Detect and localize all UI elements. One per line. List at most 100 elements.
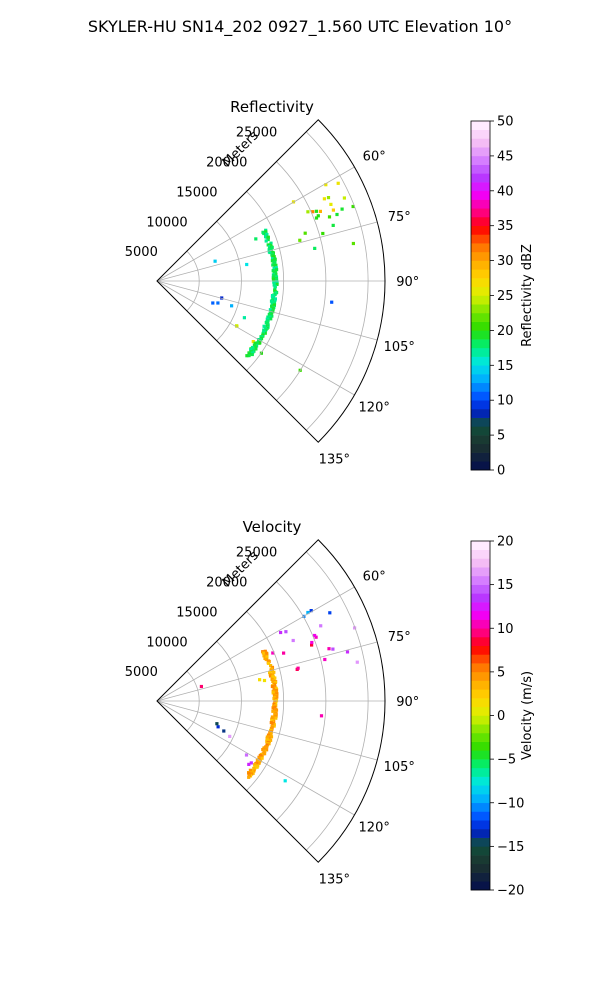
echo-gate [228,734,232,738]
echo-gate [271,709,275,713]
colorbar-tick-label: −20 [497,884,524,899]
colorbar-band [471,269,490,279]
colorbar-band [471,706,490,716]
azimuth-tick-label: 120° [359,820,390,835]
colorbar-band [471,628,490,638]
colorbar-tick-label: −5 [497,753,516,768]
colorbar: 0 5 10 15 20 25 30 35 40 45 50 Reflectivity dBZ [470,115,535,479]
colorbar-tick-label: −10 [497,796,524,811]
echo-gate [328,611,332,615]
colorbar-band [471,461,490,471]
colorbar-band [471,121,490,131]
colorbar-tick-label: 45 [497,149,514,164]
colorbar-band [471,776,490,786]
echo-gate [274,272,278,276]
range-tick-label: 15000 [176,185,217,200]
echo-gate [253,763,257,767]
colorbar-band [471,304,490,314]
echo-gate [273,257,277,262]
echo-layer [211,181,355,372]
echo-gate [269,312,273,316]
colorbar-band [471,698,490,708]
echo-gate [255,341,259,345]
echo-gate [310,640,314,645]
reflectivity-panel: Reflectivity500010000150002000025000Mete… [125,98,535,479]
echo-gate [261,748,265,752]
colorbar-band [471,549,490,559]
azimuth-tick-label: 60° [363,150,386,165]
colorbar-band [471,391,490,401]
echo-gate [270,301,274,306]
echo-gate [247,354,251,358]
echo-gate [242,316,246,320]
azimuth-tick-label: 120° [359,400,390,415]
echo-gate [248,768,252,772]
azimuth-tick-label: 90° [396,695,419,710]
echo-gate [254,347,258,351]
echo-gate [353,626,357,630]
echo-gate [245,354,249,358]
echo-gate [331,223,335,227]
echo-gate [314,635,318,639]
echo-gate [249,348,253,352]
echo-gate [262,324,266,328]
echo-gate [271,269,275,273]
echo-gate [249,761,253,765]
colorbar-tick-label: 50 [497,115,514,130]
echo-gate [216,725,220,729]
colorbar-band [471,208,490,218]
echo-gate [283,779,287,783]
colorbar-band [471,575,490,585]
colorbar-band [471,541,490,551]
colorbar-band [471,671,490,681]
echo-gate [266,661,271,665]
echo-gate [266,733,271,737]
colorbar-band [471,278,490,288]
echo-gate [274,708,279,712]
colorbar-band [471,225,490,235]
azimuth-spoke [156,641,378,702]
echo-gate [275,282,279,286]
colorbar-band [471,426,490,436]
echo-gate [351,241,355,246]
echo-gate [270,684,274,689]
echo-gate [306,210,310,214]
echo-gate [262,750,266,754]
colorbar-band [471,837,490,847]
range-tick-label: 10000 [146,215,187,230]
echo-gate [211,301,215,305]
sector-outline [156,119,386,443]
echo-gate [272,266,276,271]
colorbar-band [471,558,490,568]
colorbar-band [471,374,490,384]
echo-gate [258,678,262,682]
azimuth-tick-label: 105° [384,340,415,355]
echo-gate [268,250,272,255]
echo-gate [270,304,274,308]
colorbar-label: Velocity (m/s) [520,671,535,760]
colorbar-band [471,593,490,603]
colorbar-band [471,881,490,891]
echo-gate [235,324,239,328]
echo-gate [275,268,279,272]
echo-gate [273,676,277,680]
colorbar-band [471,802,490,812]
echo-gate [327,647,331,651]
echo-gate [272,696,276,701]
colorbar-band [471,295,490,305]
colorbar-band [471,347,490,357]
echo-gate [259,335,263,339]
colorbar-band [471,260,490,270]
echo-gate [260,756,264,760]
echo-gate [271,679,275,683]
colorbar-band [471,339,490,349]
echo-gate [269,317,273,321]
range-tick-label: 5000 [125,245,158,260]
echo-gate [331,208,335,212]
echo-gate [263,649,267,653]
colorbar-band [471,828,490,838]
colorbar-band [471,443,490,453]
colorbar-band [471,147,490,157]
azimuth-tick-label: 105° [384,760,415,775]
echo-gate [275,695,279,699]
